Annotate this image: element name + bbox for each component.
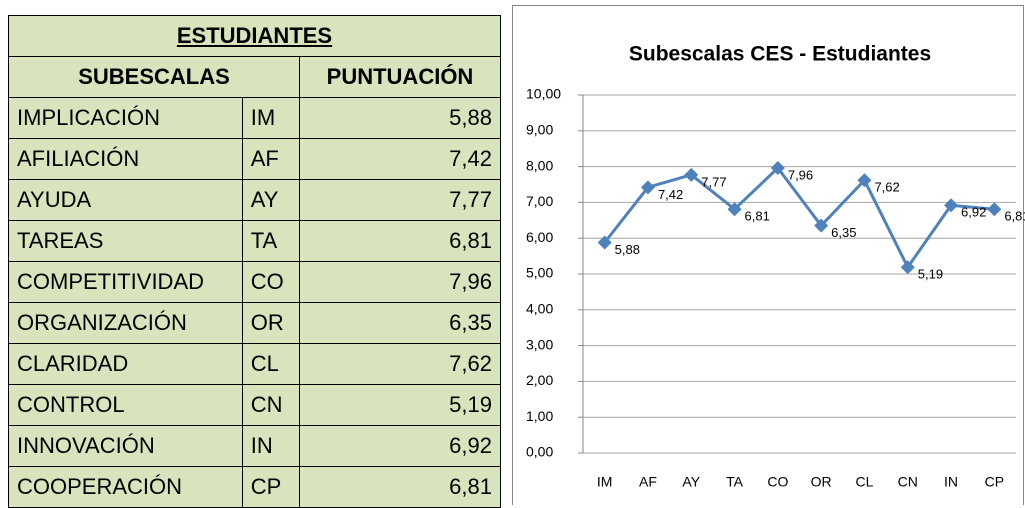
marker [944, 198, 959, 213]
table-row: COMPETITIVIDAD CO 7,96 [8, 261, 501, 303]
marker [857, 173, 872, 188]
x-tick-label: AY [682, 474, 700, 490]
subscale-name: TAREAS [8, 220, 243, 262]
y-tick-label: 2,00 [526, 372, 553, 388]
data-label: 6,81 [745, 209, 770, 224]
x-tick-label: CP [985, 474, 1004, 490]
data-label: 6,35 [831, 225, 856, 240]
score: 7,42 [299, 138, 501, 180]
x-tick-label: TA [726, 474, 744, 490]
score: 5,88 [299, 97, 501, 139]
score: 7,77 [299, 179, 501, 221]
subscale-name: COMPETITIVIDAD [8, 261, 243, 303]
data-line [603, 165, 995, 271]
table-row: TAREAS TA 6,81 [8, 220, 501, 262]
score: 7,96 [299, 261, 501, 303]
subscale-name: AYUDA [8, 179, 243, 221]
table-row: AYUDA AY 7,77 [8, 179, 501, 221]
title-row: ESTUDIANTES [8, 15, 501, 57]
marker [900, 260, 915, 275]
y-tick-label: 5,00 [526, 265, 553, 281]
score: 6,35 [299, 302, 501, 344]
marker [597, 235, 612, 250]
x-tick-label: CN [898, 474, 918, 490]
marker [640, 180, 655, 195]
subscale-name: CONTROL [8, 384, 243, 426]
subscale-name: COOPERACIÓN [8, 466, 243, 508]
header-cell: PUNTUACIÓN [299, 56, 501, 98]
table-row: CLARIDAD CL 7,62 [8, 343, 501, 385]
table-row: IMPLICACIÓN IM 5,88 [8, 97, 501, 139]
marker [770, 161, 785, 176]
subscale-name: CLARIDAD [8, 343, 243, 385]
subscale-name: INNOVACIÓN [8, 425, 243, 467]
y-tick-label: 0,00 [526, 444, 553, 460]
x-tick-label: OR [811, 474, 832, 490]
data-label: 7,77 [701, 174, 726, 189]
y-tick-label: 7,00 [526, 193, 553, 209]
table-title: ESTUDIANTES [8, 15, 501, 57]
subscale-code: AF [241, 138, 301, 180]
table-row: AFILIACIÓN AF 7,42 [8, 138, 501, 180]
x-tick-label: AF [639, 474, 657, 490]
data-label: 5,88 [615, 242, 640, 257]
subscale-code: CP [241, 466, 301, 508]
header-row: SUBESCALAS PUNTUACIÓN [8, 56, 501, 98]
score: 6,81 [299, 220, 501, 262]
score: 5,19 [299, 384, 501, 426]
y-tick-label: 1,00 [526, 408, 553, 424]
marker [987, 202, 1002, 217]
table-row: INNOVACIÓN IN 6,92 [8, 425, 501, 467]
x-tick-label: CL [855, 474, 873, 490]
marker [727, 202, 742, 217]
table-row: CONTROL CN 5,19 [8, 384, 501, 426]
y-tick-label: 6,00 [526, 229, 553, 245]
table-row: ORGANIZACIÓN OR 6,35 [8, 302, 501, 344]
subscale-code: CO [241, 261, 301, 303]
data-label: 5,19 [918, 267, 943, 282]
chart-frame [512, 5, 1024, 505]
x-tick-label: CO [767, 474, 788, 490]
subscale-name: IMPLICACIÓN [8, 97, 243, 139]
subscale-code: TA [241, 220, 301, 262]
subscale-code: IN [241, 425, 301, 467]
subscale-name: AFILIACIÓN [8, 138, 243, 180]
x-tick-label: IN [944, 474, 958, 490]
score: 7,62 [299, 343, 501, 385]
x-tick-label: IM [597, 474, 613, 490]
subscale-code: AY [241, 179, 301, 221]
data-label: 7,96 [788, 167, 813, 182]
score: 6,92 [299, 425, 501, 467]
marker [814, 218, 829, 233]
chart-title: Subescalas CES - Estudiantes [629, 43, 931, 66]
data-label: 7,42 [658, 187, 683, 202]
data-label: 6,92 [961, 205, 986, 220]
subscale-code: CL [241, 343, 301, 385]
y-tick-label: 9,00 [526, 122, 553, 138]
header-cell: SUBESCALAS [8, 56, 300, 98]
y-tick-label: 3,00 [526, 336, 553, 352]
score-table: ESTUDIANTES SUBESCALAS PUNTUACIÓN IMPLIC… [8, 15, 501, 508]
table-row: COOPERACIÓN CP 6,81 [8, 466, 501, 508]
chart: Subescalas CES - Estudiantes 0,00 1,00 2,0… [512, 5, 1025, 505]
y-tick-label: 8,00 [526, 157, 553, 173]
subscale-code: CN [241, 384, 301, 426]
subscale-name: ORGANIZACIÓN [8, 302, 243, 344]
data-label: 7,62 [874, 180, 899, 195]
score: 6,81 [299, 466, 501, 508]
y-tick-label: 4,00 [526, 301, 553, 317]
subscale-code: OR [241, 302, 301, 344]
subscale-code: IM [241, 97, 301, 139]
marker [684, 167, 699, 182]
data-label: 6,81 [1004, 209, 1025, 224]
y-tick-label: 10,00 [526, 86, 561, 102]
